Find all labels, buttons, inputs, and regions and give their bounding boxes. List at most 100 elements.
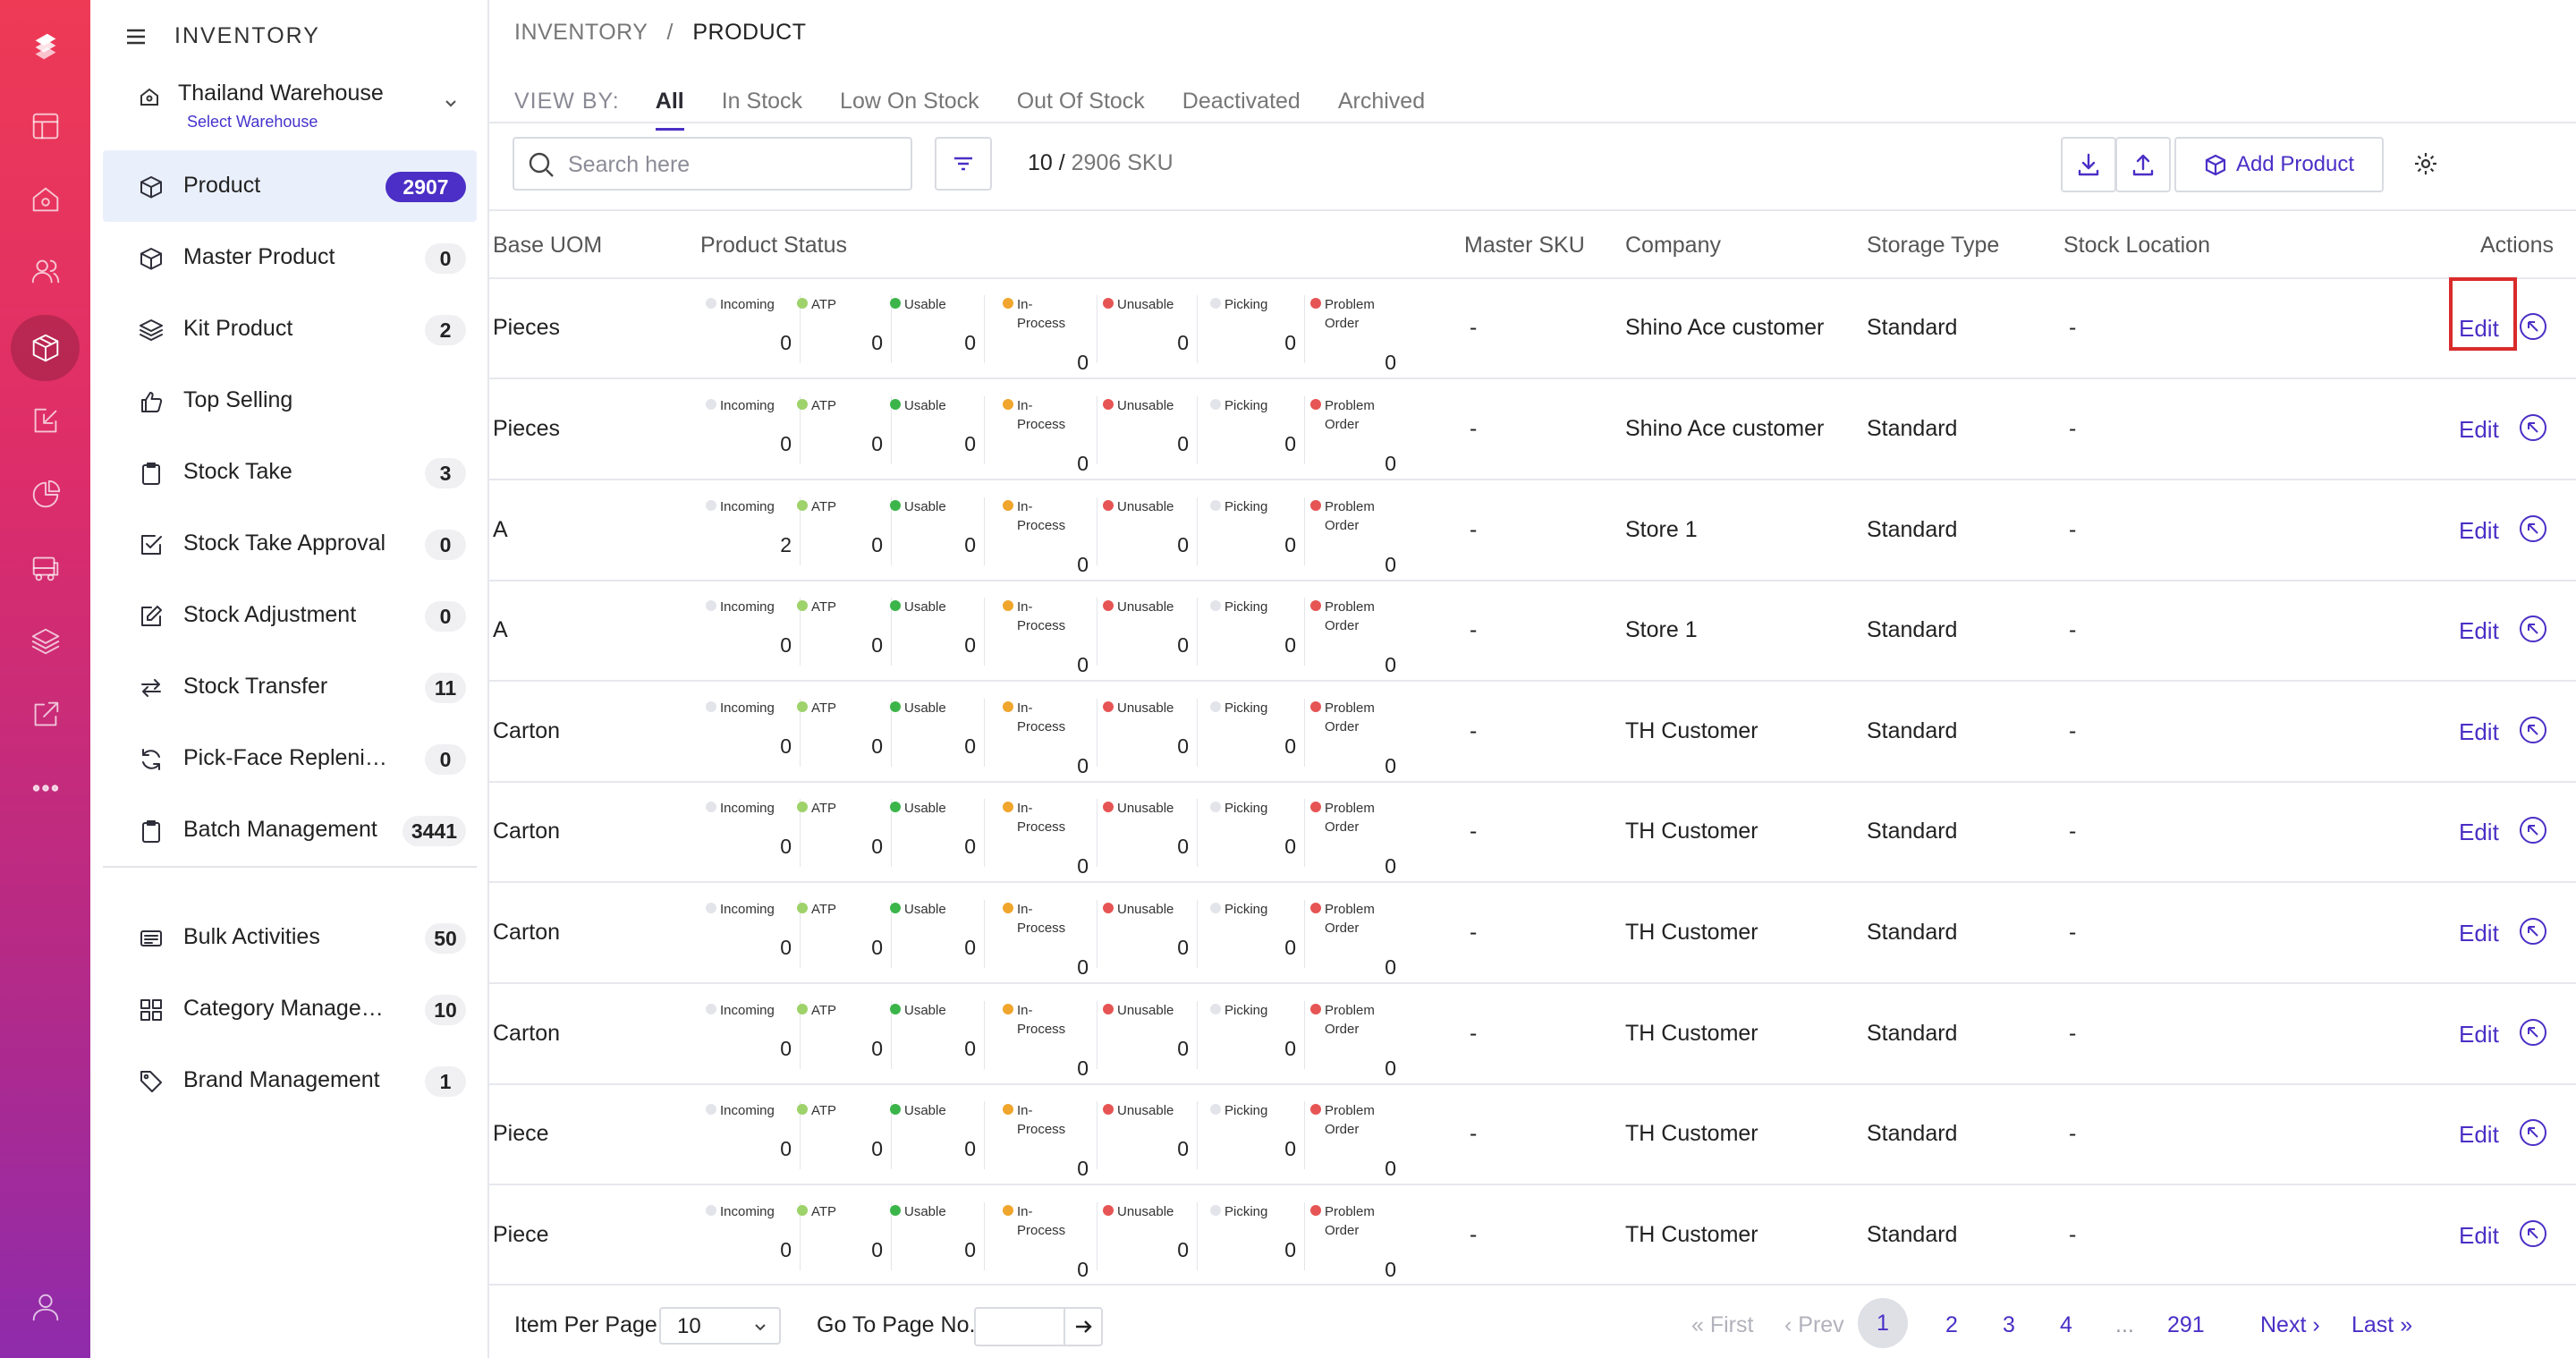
sidebar-item-stock-transfer[interactable]: Stock Transfer 11: [103, 651, 477, 723]
sidebar-item-category-managem[interactable]: Category Managem... 10: [103, 973, 477, 1045]
edit-button[interactable]: Edit: [2459, 920, 2499, 946]
settings-gear-icon[interactable]: [2412, 150, 2439, 177]
page-291-button[interactable]: 291: [2167, 1312, 2205, 1337]
status-incoming: Incoming 0: [706, 598, 801, 669]
sidebar-item-stock-take-approval[interactable]: Stock Take Approval 0: [103, 508, 477, 580]
arrow-right-icon: [1076, 1320, 1092, 1333]
tab-deactivated[interactable]: Deactivated: [1182, 89, 1301, 114]
table-row: Piece Incoming 0 ATP 0 Usable 0 In-Process 0 Unus…: [489, 1085, 2576, 1185]
filter-button[interactable]: [935, 137, 992, 191]
open-detail-icon[interactable]: [2518, 311, 2548, 342]
edit-button[interactable]: Edit: [2459, 819, 2499, 845]
go-to-page-button[interactable]: [1063, 1307, 1103, 1346]
page-4-button[interactable]: 4: [2060, 1312, 2072, 1337]
sidebar-item-pick-face-replenish[interactable]: Pick-Face Replenish... 0: [103, 723, 477, 794]
tab-in-stock[interactable]: In Stock: [721, 89, 803, 114]
sidebar-item-top-selling[interactable]: Top Selling: [103, 365, 477, 437]
warehouse-selector[interactable]: Thailand Warehouse Select Warehouse: [139, 79, 470, 138]
open-detail-icon[interactable]: [2518, 1017, 2548, 1048]
sidebar-item-batch-management[interactable]: Batch Management 3441: [103, 794, 477, 866]
edit-button[interactable]: Edit: [2459, 315, 2499, 342]
sidebar-item-kit-product[interactable]: Kit Product 2: [103, 293, 477, 365]
dashboard-icon[interactable]: [11, 93, 80, 159]
last-page-button[interactable]: Last »: [2351, 1312, 2413, 1337]
edit-button[interactable]: Edit: [2459, 416, 2499, 443]
sidebar-item-count: 1: [425, 1066, 466, 1097]
status-unusable: Unusable 0: [1103, 396, 1198, 468]
more-dots-icon[interactable]: [11, 755, 80, 821]
breadcrumb-parent[interactable]: INVENTORY: [514, 20, 648, 45]
column-header-actions: Actions: [2480, 233, 2554, 258]
users-icon[interactable]: [11, 238, 80, 304]
search-input[interactable]: [568, 149, 899, 180]
chevron-down-icon[interactable]: [443, 95, 459, 111]
edit-button[interactable]: Edit: [2459, 1021, 2499, 1048]
truck-icon[interactable]: [11, 535, 80, 601]
add-product-button[interactable]: Add Product: [2174, 137, 2384, 192]
page-1-button[interactable]: 1: [1858, 1298, 1908, 1348]
status-atp: ATP 0: [797, 1101, 892, 1173]
go-to-page-input[interactable]: [974, 1307, 1065, 1346]
tab-low-on-stock[interactable]: Low On Stock: [840, 89, 979, 114]
inventory-box-icon[interactable]: [11, 315, 80, 381]
home-icon[interactable]: [11, 166, 80, 233]
status-value: 0: [780, 432, 792, 455]
status-dot-icon: [1103, 903, 1114, 913]
status-incoming: Incoming 0: [706, 1001, 801, 1073]
open-detail-icon[interactable]: [2518, 614, 2548, 644]
status-atp: ATP 0: [797, 799, 892, 870]
reports-pie-icon[interactable]: [11, 462, 80, 528]
user-profile-icon[interactable]: [11, 1274, 80, 1340]
edit-button[interactable]: Edit: [2459, 1222, 2499, 1249]
search-box[interactable]: [513, 137, 912, 191]
sidebar-item-brand-management[interactable]: Brand Management 1: [103, 1045, 477, 1116]
sidebar-item-stock-take[interactable]: Stock Take 3: [103, 437, 477, 508]
open-detail-icon[interactable]: [2518, 815, 2548, 845]
status-separator: [1304, 1001, 1305, 1069]
item-per-page-select[interactable]: 10: [659, 1307, 781, 1345]
external-link-icon[interactable]: [11, 682, 80, 748]
page-3-button[interactable]: 3: [2003, 1312, 2015, 1337]
edit-button[interactable]: Edit: [2459, 718, 2499, 745]
status-dot-icon: [706, 600, 716, 611]
tab-all[interactable]: All: [655, 89, 684, 131]
open-detail-icon[interactable]: [2518, 513, 2548, 544]
master-sku-cell: -: [1470, 315, 1478, 340]
status-separator: [1197, 1202, 1198, 1270]
tab-out-of-stock[interactable]: Out Of Stock: [1016, 89, 1145, 114]
item-per-page-value: 10: [677, 1314, 701, 1338]
inbound-icon[interactable]: [11, 388, 80, 454]
select-warehouse-label[interactable]: Select Warehouse: [187, 113, 318, 131]
sidebar-item-master-product[interactable]: Master Product 0: [103, 222, 477, 293]
next-page-button[interactable]: Next ›: [2260, 1312, 2320, 1337]
open-detail-icon[interactable]: [2518, 916, 2548, 946]
status-value: 0: [1177, 1037, 1189, 1060]
layers-icon[interactable]: [11, 608, 80, 675]
edit-button[interactable]: Edit: [2459, 517, 2499, 544]
open-detail-icon[interactable]: [2518, 412, 2548, 443]
first-page-button[interactable]: « First: [1691, 1312, 1754, 1337]
status-separator: [1304, 497, 1305, 565]
app-logo-icon[interactable]: [11, 13, 80, 79]
status-label: Unusable: [1117, 1103, 1174, 1118]
sidebar-item-product[interactable]: Product 2907: [103, 150, 477, 222]
upload-button[interactable]: [2115, 137, 2171, 192]
edit-button[interactable]: Edit: [2459, 617, 2499, 644]
open-detail-icon[interactable]: [2518, 1117, 2548, 1148]
status-usable: Usable 0: [890, 1202, 985, 1274]
prev-page-button[interactable]: ‹ Prev: [1784, 1312, 1844, 1337]
hamburger-menu-icon[interactable]: [124, 25, 148, 48]
open-detail-icon[interactable]: [2518, 1218, 2548, 1249]
status-dot-icon: [890, 600, 901, 611]
status-atp: ATP 0: [797, 900, 892, 972]
sidebar-item-stock-adjustment[interactable]: Stock Adjustment 0: [103, 580, 477, 651]
page-2-button[interactable]: 2: [1945, 1312, 1958, 1337]
download-button[interactable]: [2061, 137, 2116, 192]
edit-button[interactable]: Edit: [2459, 1121, 2499, 1148]
status-label: ATP: [811, 398, 837, 413]
tab-archived[interactable]: Archived: [1337, 89, 1426, 114]
status-dot-icon: [797, 298, 808, 309]
status-picking: Picking 0: [1210, 497, 1305, 569]
sidebar-item-bulk-activities[interactable]: Bulk Activities 50: [103, 902, 477, 973]
open-detail-icon[interactable]: [2518, 715, 2548, 745]
